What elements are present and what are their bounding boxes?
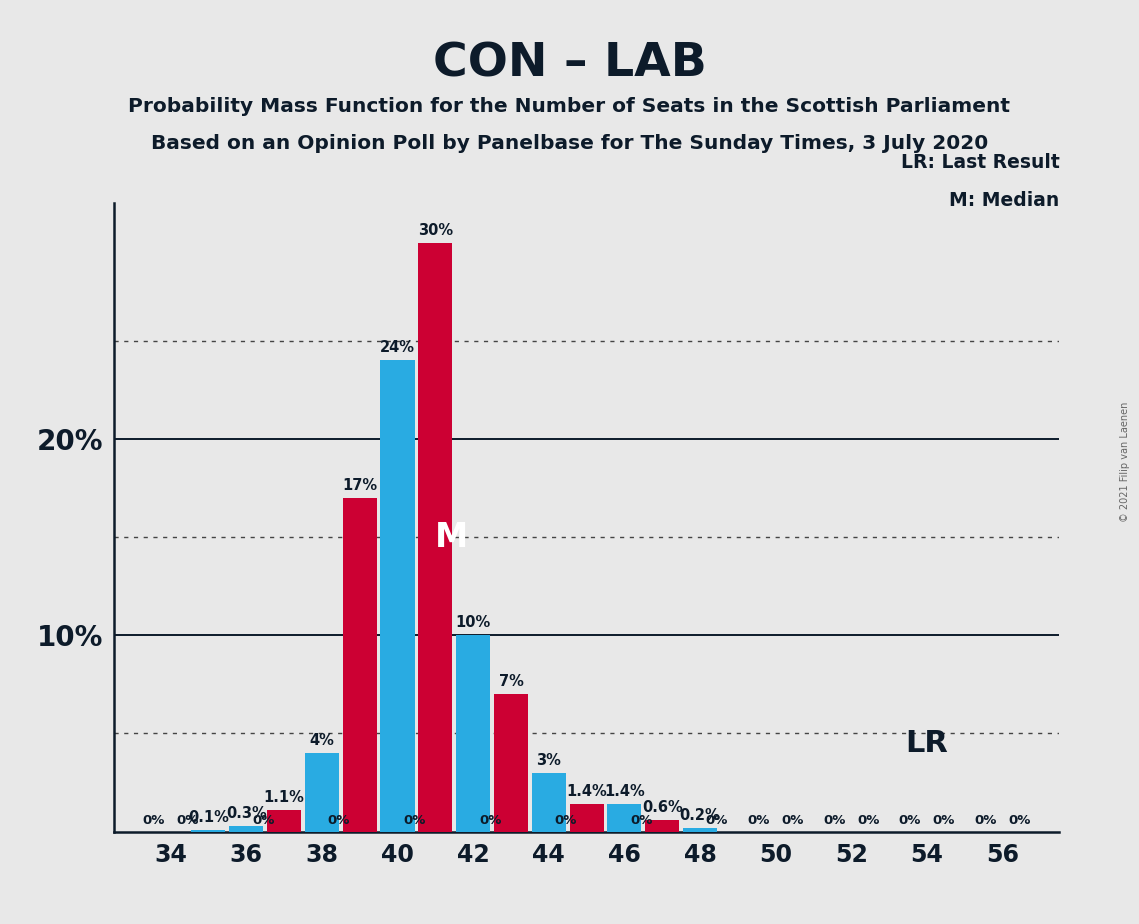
Text: 7%: 7%	[499, 675, 524, 689]
Text: 0%: 0%	[899, 814, 921, 827]
Bar	[532, 772, 566, 832]
Text: 0%: 0%	[177, 814, 199, 827]
Bar	[494, 694, 528, 832]
Text: 10%: 10%	[456, 615, 491, 630]
Text: Based on an Opinion Poll by Panelbase for The Sunday Times, 3 July 2020: Based on an Opinion Poll by Panelbase fo…	[150, 134, 989, 153]
Text: 0%: 0%	[858, 814, 879, 827]
Text: 0%: 0%	[252, 814, 274, 827]
Bar	[683, 828, 718, 832]
Text: 1.1%: 1.1%	[263, 790, 304, 805]
Text: M: M	[435, 520, 468, 553]
Text: 3%: 3%	[536, 753, 562, 768]
Bar	[229, 826, 263, 832]
Text: 0%: 0%	[823, 814, 845, 827]
Text: 4%: 4%	[310, 733, 335, 748]
Text: CON – LAB: CON – LAB	[433, 42, 706, 87]
Bar	[380, 360, 415, 832]
Text: © 2021 Filip van Laenen: © 2021 Filip van Laenen	[1121, 402, 1130, 522]
Text: 0.2%: 0.2%	[680, 808, 720, 822]
Text: 0.6%: 0.6%	[642, 800, 682, 815]
Text: 0%: 0%	[480, 814, 501, 827]
Bar	[418, 242, 452, 832]
Text: LR: LR	[906, 729, 949, 758]
Text: 0%: 0%	[747, 814, 770, 827]
Text: 24%: 24%	[380, 340, 415, 356]
Text: 0.3%: 0.3%	[226, 806, 267, 821]
Text: 17%: 17%	[342, 478, 377, 492]
Text: 0%: 0%	[403, 814, 426, 827]
Bar	[191, 830, 226, 832]
Text: 0%: 0%	[933, 814, 956, 827]
Text: 0%: 0%	[328, 814, 350, 827]
Text: 0%: 0%	[555, 814, 577, 827]
Text: 1.4%: 1.4%	[566, 784, 607, 799]
Bar	[267, 810, 301, 832]
Bar	[645, 820, 679, 832]
Text: 0%: 0%	[1008, 814, 1031, 827]
Text: Probability Mass Function for the Number of Seats in the Scottish Parliament: Probability Mass Function for the Number…	[129, 97, 1010, 116]
Text: 0%: 0%	[142, 814, 165, 827]
Text: M: Median: M: Median	[949, 190, 1059, 210]
Bar	[456, 636, 490, 832]
Bar	[570, 804, 604, 832]
Text: 0.1%: 0.1%	[188, 809, 229, 825]
Text: 0%: 0%	[781, 814, 804, 827]
Text: LR: Last Result: LR: Last Result	[901, 153, 1059, 172]
Bar	[343, 498, 377, 832]
Text: 0%: 0%	[630, 814, 653, 827]
Text: 30%: 30%	[418, 223, 453, 237]
Bar	[607, 804, 641, 832]
Text: 1.4%: 1.4%	[604, 784, 645, 799]
Text: 0%: 0%	[706, 814, 728, 827]
Text: 0%: 0%	[974, 814, 997, 827]
Bar	[305, 753, 339, 832]
